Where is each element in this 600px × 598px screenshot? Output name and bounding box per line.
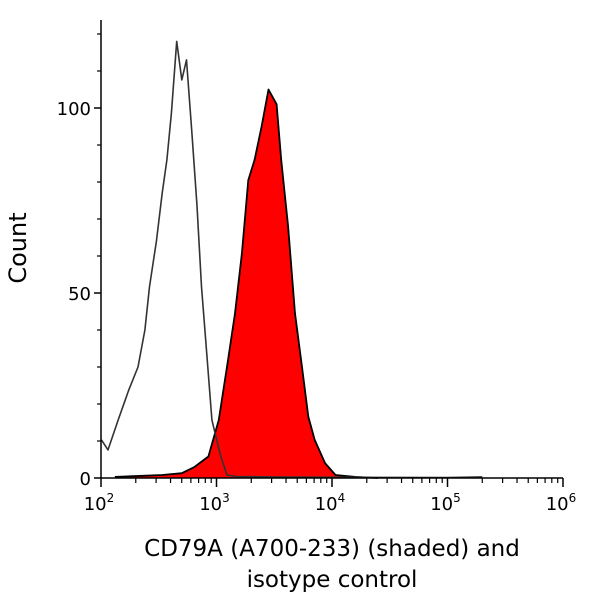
x-axis-label-line-1: CD79A (A700-233) (shaded) and <box>144 536 520 562</box>
x-tick-exponent: 3 <box>222 491 230 505</box>
x-tick-base: 10 <box>84 494 107 515</box>
y-tick-label: 50 <box>68 284 91 305</box>
x-tick-base: 10 <box>199 494 222 515</box>
series-1-outline <box>114 88 379 479</box>
x-tick-exponent: 4 <box>338 491 346 505</box>
x-tick-base: 10 <box>546 494 569 515</box>
y-tick-label: 0 <box>80 469 91 490</box>
x-tick-base: 10 <box>315 494 338 515</box>
x-tick-label: 104 <box>315 491 346 515</box>
series-1-fill <box>114 89 379 478</box>
axes-layer <box>100 20 563 479</box>
series-layer <box>100 40 483 479</box>
y-axis-label: Count <box>4 212 32 283</box>
x-tick-exponent: 2 <box>107 491 115 505</box>
x-tick-label: 106 <box>546 491 577 515</box>
x-tick-exponent: 6 <box>569 491 577 505</box>
x-tick-exponent: 5 <box>453 491 461 505</box>
x-tick-label: 103 <box>199 491 230 515</box>
series-0-line <box>100 40 483 479</box>
x-tick-label: 102 <box>84 491 115 515</box>
x-axis-label-line-2: isotype control <box>247 567 418 593</box>
x-tick-base: 10 <box>430 494 453 515</box>
y-tick-label: 100 <box>57 99 91 120</box>
x-tick-label: 105 <box>430 491 461 515</box>
